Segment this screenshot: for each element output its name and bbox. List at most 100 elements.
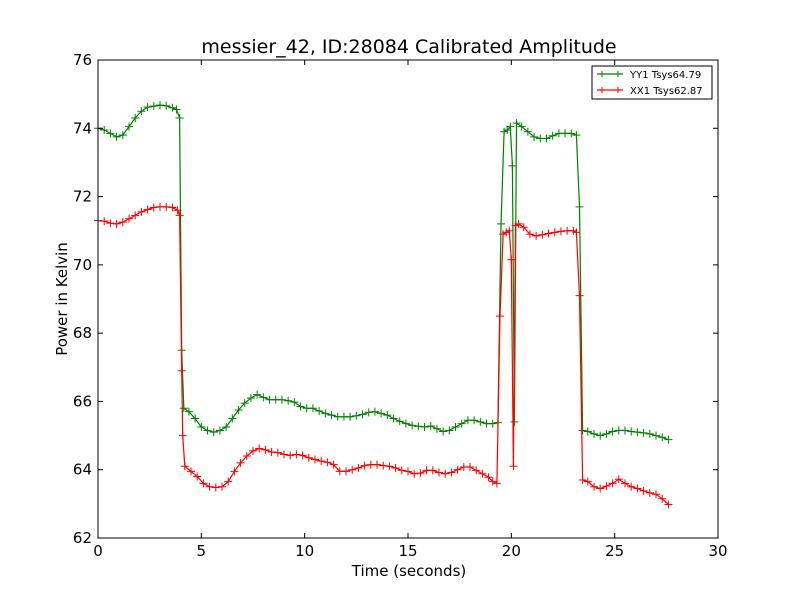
data-point xyxy=(273,448,282,457)
data-point xyxy=(346,412,355,421)
plot-area xyxy=(94,101,673,509)
data-point xyxy=(572,131,581,140)
data-point xyxy=(162,101,171,110)
data-point xyxy=(317,457,326,466)
data-point xyxy=(621,426,629,435)
data-point xyxy=(143,103,152,112)
data-point xyxy=(596,431,605,440)
data-point xyxy=(203,426,212,435)
data-point xyxy=(209,428,218,437)
data-point xyxy=(172,105,181,114)
data-point xyxy=(627,482,636,491)
data-point xyxy=(180,462,189,471)
data-point xyxy=(118,131,127,140)
data-point xyxy=(664,435,673,444)
data-point xyxy=(439,427,448,436)
axes-ticks: 0 5 10 15 20 25 30 62 64 66 68 70 72 74 76 xyxy=(73,51,728,560)
data-point xyxy=(284,396,293,405)
data-point xyxy=(168,203,177,212)
data-point xyxy=(240,399,249,408)
data-point xyxy=(397,466,406,475)
data-point xyxy=(497,219,505,228)
data-point xyxy=(426,422,435,431)
data-point xyxy=(470,416,479,425)
data-point xyxy=(149,102,158,111)
data-point xyxy=(395,417,404,426)
data-point xyxy=(106,129,115,138)
data-point xyxy=(590,482,598,491)
data-point xyxy=(290,398,299,407)
data-point xyxy=(488,419,497,428)
data-point xyxy=(370,407,379,416)
data-point xyxy=(508,161,517,170)
legend-box xyxy=(591,65,713,100)
data-point xyxy=(311,455,319,464)
data-point xyxy=(383,411,392,420)
data-point xyxy=(175,211,184,220)
data-point xyxy=(100,217,109,226)
data-point xyxy=(627,427,636,436)
chart-title: messier_42, ID:28084 Calibrated Amplitud… xyxy=(201,36,616,58)
x-tick-label: 15 xyxy=(398,542,417,560)
data-point xyxy=(106,219,115,228)
data-point xyxy=(173,206,182,215)
data-point xyxy=(156,101,164,110)
data-point xyxy=(492,479,501,488)
y-axis-label: Power in Kelvin xyxy=(53,242,71,356)
data-point xyxy=(652,490,660,499)
data-point xyxy=(457,419,466,428)
data-point xyxy=(476,417,485,426)
data-point xyxy=(621,479,629,488)
data-point xyxy=(408,421,417,430)
data-point xyxy=(389,414,398,423)
data-point xyxy=(453,465,462,474)
data-point xyxy=(639,428,648,437)
data-point xyxy=(137,207,146,216)
x-axis-label: Time (seconds) xyxy=(351,562,467,580)
legend-marker xyxy=(599,71,621,77)
data-point xyxy=(125,122,133,131)
data-point xyxy=(199,479,208,488)
data-point xyxy=(379,461,388,470)
data-point xyxy=(125,214,133,223)
data-point xyxy=(608,479,617,488)
data-point xyxy=(542,134,551,143)
data-point xyxy=(184,407,193,416)
data-point xyxy=(131,114,140,123)
data-point xyxy=(211,483,220,492)
data-point xyxy=(410,469,419,478)
data-point xyxy=(329,460,338,469)
data-point xyxy=(519,223,528,232)
data-point xyxy=(131,211,140,220)
data-point xyxy=(218,482,226,491)
data-point xyxy=(197,423,206,432)
x-tick-label: 0 xyxy=(93,542,103,560)
y-tick-label: 74 xyxy=(73,119,92,137)
data-point xyxy=(538,230,547,239)
data-point xyxy=(658,494,667,503)
data-point xyxy=(280,450,288,459)
data-point xyxy=(451,423,460,432)
data-point xyxy=(323,458,332,467)
data-point xyxy=(162,202,171,211)
data-point xyxy=(639,486,648,495)
data-point xyxy=(118,218,127,227)
data-point xyxy=(544,229,553,238)
data-point xyxy=(645,488,654,497)
data-point xyxy=(242,452,251,461)
data-point xyxy=(548,131,557,140)
data-point xyxy=(578,426,587,435)
x-tick-label: 20 xyxy=(502,542,521,560)
data-point xyxy=(298,451,307,460)
x-tick-label: 30 xyxy=(708,542,727,560)
series-line xyxy=(97,104,669,441)
data-point xyxy=(420,423,429,432)
x-tick-label: 10 xyxy=(295,542,314,560)
data-point xyxy=(296,402,305,411)
data-point xyxy=(215,426,224,435)
data-point xyxy=(321,409,330,418)
data-point xyxy=(578,475,587,484)
data-point xyxy=(575,291,584,300)
data-point xyxy=(175,114,184,123)
